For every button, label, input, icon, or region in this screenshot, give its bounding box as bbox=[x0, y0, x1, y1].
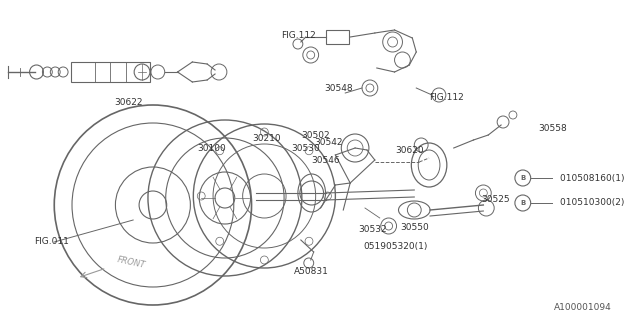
Text: 30525: 30525 bbox=[481, 196, 510, 204]
Text: 30502: 30502 bbox=[301, 131, 330, 140]
Text: FIG.011: FIG.011 bbox=[34, 237, 68, 246]
Text: 30620: 30620 bbox=[395, 146, 424, 155]
Text: 30532: 30532 bbox=[358, 226, 387, 235]
Text: FIG.112: FIG.112 bbox=[429, 92, 464, 101]
Text: 30550: 30550 bbox=[400, 223, 429, 233]
Text: 30546: 30546 bbox=[312, 156, 340, 164]
Text: 051905320(1): 051905320(1) bbox=[363, 242, 428, 251]
Text: FRONT: FRONT bbox=[116, 256, 147, 270]
Text: ⁠010510300(2): ⁠010510300(2) bbox=[560, 198, 625, 207]
Text: 30622: 30622 bbox=[114, 98, 143, 107]
Text: B: B bbox=[520, 175, 525, 181]
Text: 30210: 30210 bbox=[252, 133, 281, 142]
Text: 30558: 30558 bbox=[538, 124, 567, 132]
Text: ⁠010508160(1): ⁠010508160(1) bbox=[560, 173, 625, 182]
Text: 30548: 30548 bbox=[324, 84, 353, 92]
Bar bbox=[71, 62, 150, 82]
Text: A50831: A50831 bbox=[294, 268, 329, 276]
Text: B: B bbox=[520, 200, 525, 206]
Text: FIG.112: FIG.112 bbox=[281, 30, 316, 39]
Bar bbox=[326, 30, 349, 44]
Text: 30530: 30530 bbox=[291, 143, 320, 153]
Text: 30100: 30100 bbox=[198, 143, 227, 153]
Text: A100001094: A100001094 bbox=[554, 303, 612, 313]
Text: 30542: 30542 bbox=[315, 138, 343, 147]
